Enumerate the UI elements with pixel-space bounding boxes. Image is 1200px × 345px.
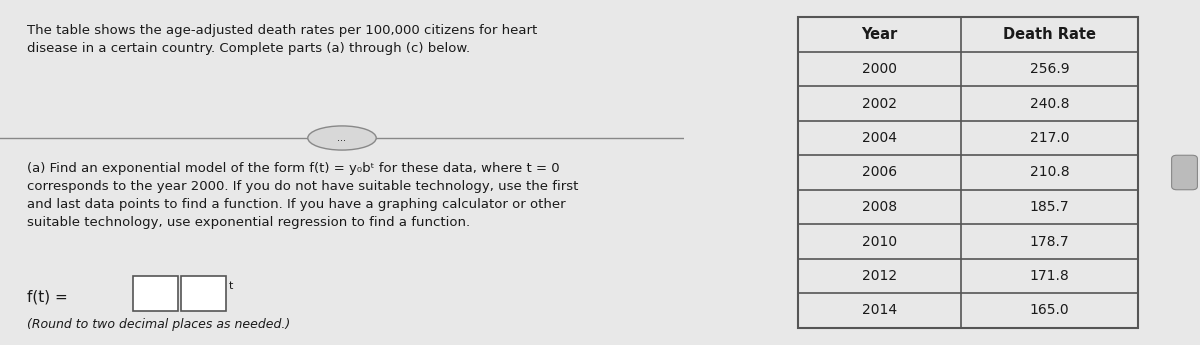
Text: 2008: 2008 [862,200,896,214]
Text: 2004: 2004 [862,131,896,145]
Text: The table shows the age-adjusted death rates per 100,000 citizens for heart
dise: The table shows the age-adjusted death r… [28,24,538,55]
Text: 178.7: 178.7 [1030,235,1069,248]
Text: 210.8: 210.8 [1030,166,1069,179]
Text: ...: ... [337,133,347,143]
FancyBboxPatch shape [1171,155,1198,190]
Text: 165.0: 165.0 [1030,304,1069,317]
Text: 2000: 2000 [862,62,896,76]
Text: 2012: 2012 [862,269,896,283]
FancyBboxPatch shape [133,276,178,310]
Text: 2014: 2014 [862,304,896,317]
Text: (a) Find an exponential model of the form f(t) = y₀bᵗ for these data, where t = : (a) Find an exponential model of the for… [28,162,578,229]
Text: f(t) =: f(t) = [28,289,68,304]
Text: 2006: 2006 [862,166,896,179]
Text: 240.8: 240.8 [1030,97,1069,110]
Text: Year: Year [862,27,898,42]
Text: 171.8: 171.8 [1030,269,1069,283]
Text: 256.9: 256.9 [1030,62,1069,76]
Ellipse shape [307,126,376,150]
Text: t: t [229,282,234,291]
Text: 185.7: 185.7 [1030,200,1069,214]
Text: 217.0: 217.0 [1030,131,1069,145]
Text: (Round to two decimal places as needed.): (Round to two decimal places as needed.) [28,318,290,331]
Text: Death Rate: Death Rate [1003,27,1096,42]
FancyBboxPatch shape [181,276,226,310]
Text: 2002: 2002 [862,97,896,110]
Text: 2010: 2010 [862,235,896,248]
